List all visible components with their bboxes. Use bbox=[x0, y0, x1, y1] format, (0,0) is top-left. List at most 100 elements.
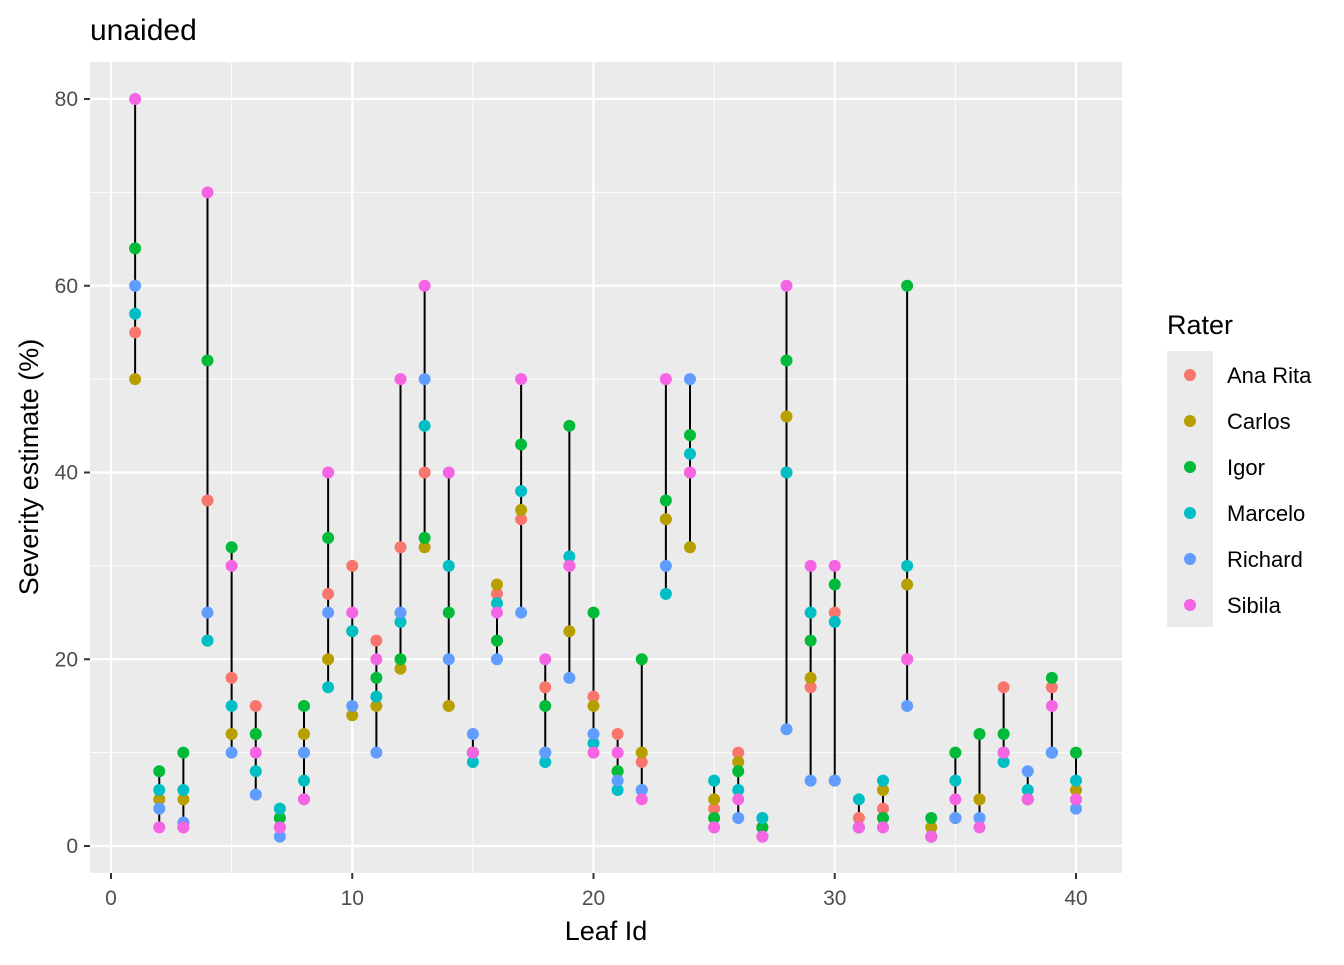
legend-title: Rater bbox=[1167, 310, 1233, 340]
point-sibila bbox=[273, 821, 286, 834]
x-tick-label: 10 bbox=[341, 887, 364, 910]
point-richard bbox=[249, 788, 262, 801]
point-ana-rita bbox=[877, 802, 889, 815]
point-carlos bbox=[563, 625, 576, 638]
y-tick-label: 60 bbox=[55, 275, 78, 298]
point-richard bbox=[394, 606, 407, 619]
point-marcelo bbox=[515, 485, 528, 498]
point-marcelo bbox=[249, 765, 262, 778]
point-igor bbox=[756, 821, 769, 834]
point-ana-rita bbox=[201, 494, 214, 507]
legend-label: Richard bbox=[1227, 547, 1303, 572]
point-ana-rita bbox=[1045, 681, 1058, 694]
point-marcelo bbox=[732, 783, 745, 796]
point-marcelo bbox=[804, 606, 817, 619]
point-carlos bbox=[225, 727, 238, 740]
point-richard bbox=[129, 279, 142, 292]
point-igor bbox=[515, 438, 528, 451]
point-igor bbox=[804, 634, 817, 647]
point-marcelo bbox=[949, 774, 962, 787]
point-carlos bbox=[491, 578, 503, 591]
point-ana-rita bbox=[418, 466, 431, 479]
point-ana-rita bbox=[635, 755, 648, 768]
y-axis: 0 20 40 60 80 bbox=[55, 88, 90, 858]
point-carlos bbox=[177, 793, 190, 806]
y-tick-label: 40 bbox=[55, 462, 78, 485]
point-sibila bbox=[153, 821, 166, 834]
chart-title: unaided bbox=[90, 14, 197, 47]
point-marcelo bbox=[1021, 783, 1034, 796]
point-sibila bbox=[1021, 793, 1034, 806]
point-richard bbox=[732, 811, 745, 824]
point-richard bbox=[515, 606, 528, 619]
point-sibila bbox=[949, 793, 962, 806]
point-ana-rita bbox=[491, 587, 503, 600]
point-marcelo bbox=[177, 783, 190, 796]
point-marcelo bbox=[877, 774, 889, 787]
point-igor bbox=[587, 606, 600, 619]
point-carlos bbox=[418, 541, 431, 554]
point-marcelo bbox=[587, 737, 600, 750]
point-ana-rita bbox=[732, 746, 745, 759]
point-ana-rita bbox=[852, 811, 865, 824]
point-igor bbox=[684, 429, 696, 442]
point-carlos bbox=[322, 653, 335, 666]
point-carlos bbox=[684, 541, 696, 554]
point-igor bbox=[322, 531, 335, 544]
point-richard bbox=[418, 373, 431, 386]
point-igor bbox=[635, 653, 648, 666]
point-carlos bbox=[659, 513, 672, 526]
point-marcelo bbox=[225, 699, 238, 712]
point-richard bbox=[225, 746, 238, 759]
point-richard bbox=[635, 783, 648, 796]
data-points bbox=[129, 93, 1082, 843]
point-richard bbox=[273, 830, 286, 843]
point-ana-rita bbox=[322, 587, 335, 600]
point-carlos bbox=[732, 755, 745, 768]
point-igor bbox=[394, 653, 407, 666]
point-igor bbox=[708, 811, 721, 824]
point-sibila bbox=[466, 746, 479, 759]
point-marcelo bbox=[201, 634, 214, 647]
point-carlos bbox=[877, 783, 889, 796]
point-sibila bbox=[515, 373, 528, 386]
point-sibila bbox=[491, 606, 503, 619]
point-marcelo bbox=[394, 615, 407, 628]
point-carlos bbox=[587, 699, 600, 712]
x-tick-label: 0 bbox=[105, 887, 117, 910]
point-carlos bbox=[901, 578, 914, 591]
point-sibila bbox=[997, 746, 1010, 759]
legend-label: Carlos bbox=[1227, 409, 1291, 434]
point-carlos bbox=[708, 793, 721, 806]
point-marcelo bbox=[684, 447, 696, 460]
point-sibila bbox=[611, 746, 624, 759]
point-sibila bbox=[756, 830, 769, 843]
x-axis-label: Leaf Id bbox=[565, 916, 648, 946]
point-richard bbox=[780, 723, 793, 736]
legend-key-marcelo bbox=[1184, 507, 1196, 519]
point-carlos bbox=[298, 727, 310, 740]
point-igor bbox=[225, 541, 238, 554]
point-richard bbox=[973, 811, 986, 824]
point-sibila bbox=[322, 466, 335, 479]
point-igor bbox=[370, 671, 383, 684]
point-sibila bbox=[901, 653, 914, 666]
point-igor bbox=[732, 765, 745, 778]
legend-key-richard bbox=[1184, 553, 1196, 565]
point-sibila bbox=[177, 821, 190, 834]
point-carlos bbox=[442, 699, 455, 712]
point-igor bbox=[563, 419, 576, 432]
point-ana-rita bbox=[394, 541, 407, 554]
point-ana-rita bbox=[225, 671, 238, 684]
point-igor bbox=[925, 811, 938, 824]
point-ana-rita bbox=[129, 326, 142, 339]
point-sibila bbox=[370, 653, 383, 666]
point-igor bbox=[418, 531, 431, 544]
point-richard bbox=[684, 373, 696, 386]
point-igor bbox=[129, 242, 142, 255]
point-sibila bbox=[684, 466, 696, 479]
point-richard bbox=[442, 653, 455, 666]
point-sibila bbox=[732, 793, 745, 806]
point-richard bbox=[659, 559, 672, 572]
point-richard bbox=[491, 653, 503, 666]
